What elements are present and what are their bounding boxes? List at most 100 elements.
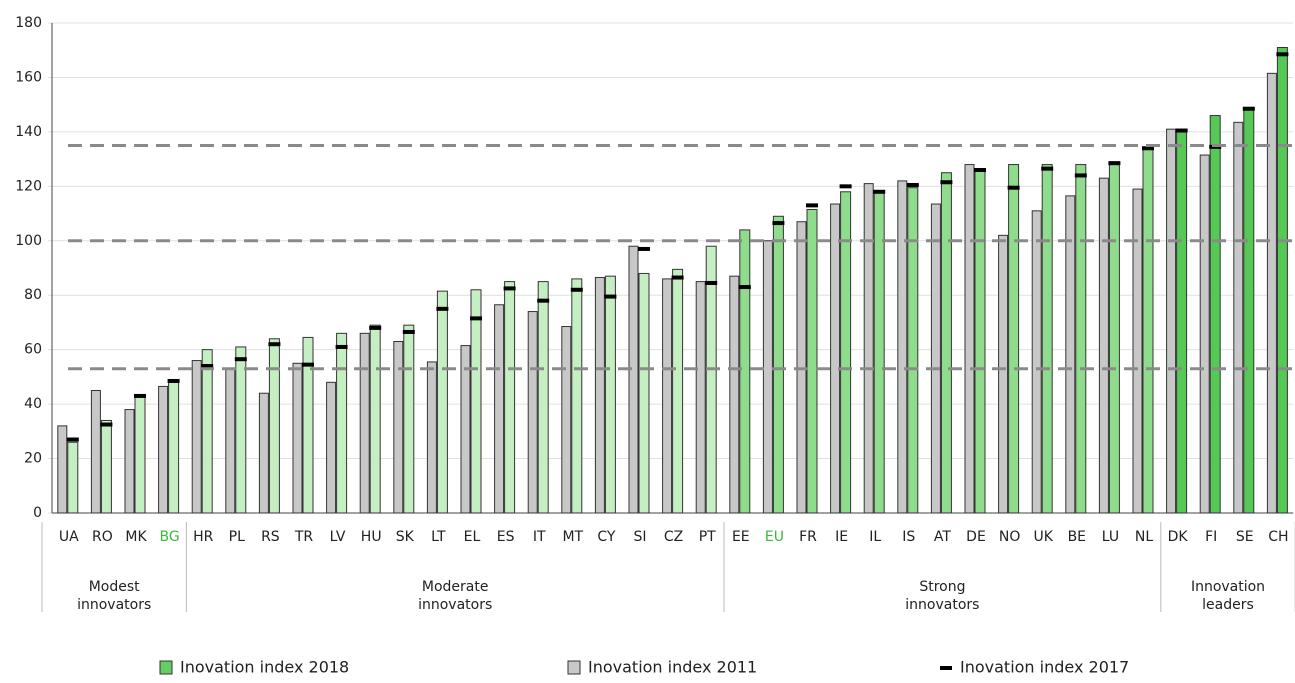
marker-2017 xyxy=(705,280,718,285)
bar-2018 xyxy=(436,290,448,514)
bar-2018 xyxy=(268,338,280,514)
y-tick-label: 40 xyxy=(24,396,42,412)
marker-2017 xyxy=(369,325,382,330)
legend-swatch xyxy=(567,660,581,675)
bar-2018 xyxy=(100,419,112,514)
group-label: Innovation leaders xyxy=(1190,579,1266,613)
marker-2017 xyxy=(201,364,214,368)
bar-2018 xyxy=(974,169,986,514)
bar-2011 xyxy=(1098,177,1109,514)
marker-2017 xyxy=(1041,166,1054,171)
x-tick-label: EL xyxy=(464,529,481,545)
y-tick-label: 100 xyxy=(15,233,42,249)
x-tick-label: UK xyxy=(1033,529,1053,545)
bar-2011 xyxy=(762,240,773,514)
x-tick-label: PL xyxy=(229,529,245,545)
marker-2017 xyxy=(302,362,314,367)
bar-2011 xyxy=(326,381,337,514)
bar-2011 xyxy=(863,183,874,514)
bar-2011 xyxy=(897,180,908,514)
group-label: Strong innovators xyxy=(905,579,980,613)
marker-2017 xyxy=(268,342,281,347)
group-label: Moderate innovators xyxy=(418,579,493,613)
y-tick-label: 140 xyxy=(15,124,42,140)
bar-2018 xyxy=(907,187,919,514)
bar-2011 xyxy=(225,368,236,514)
y-tick-label: 60 xyxy=(24,342,42,358)
x-tick-label: PT xyxy=(699,529,716,545)
marker-2017 xyxy=(1007,185,1020,190)
marker-2017 xyxy=(470,316,482,321)
marker-2017 xyxy=(1108,161,1121,166)
bar-2011 xyxy=(998,234,1009,514)
marker-2017 xyxy=(940,180,953,185)
x-tick-label: EU xyxy=(765,529,784,545)
marker-2017 xyxy=(1175,128,1188,133)
marker-2017 xyxy=(570,287,583,292)
legend-label: Inovation index 2011 xyxy=(588,658,757,677)
x-tick-label: NO xyxy=(999,529,1021,545)
bar-2018 xyxy=(1108,161,1120,514)
bar-2018 xyxy=(336,332,348,514)
bar-2011 xyxy=(258,392,269,514)
y-tick-label: 160 xyxy=(15,69,42,85)
bar-2018 xyxy=(235,346,247,514)
bar-2011 xyxy=(1266,72,1277,514)
bar-2011 xyxy=(695,281,706,514)
bar-2018 xyxy=(403,324,415,514)
bar-2018 xyxy=(604,275,616,514)
x-tick-label: RS xyxy=(261,529,280,545)
marker-2017 xyxy=(134,393,146,398)
x-tick-label: CY xyxy=(597,529,616,545)
bar-2011 xyxy=(527,311,538,514)
bar-2018 xyxy=(67,441,79,514)
y-tick-label: 80 xyxy=(24,287,42,303)
bar-2011 xyxy=(1065,195,1076,514)
marker-2017 xyxy=(772,221,785,226)
bar-2018 xyxy=(1276,47,1288,514)
x-tick-label: HU xyxy=(361,529,382,545)
marker-2017 xyxy=(167,378,180,383)
x-tick-label: HR xyxy=(193,529,214,545)
x-tick-label: NL xyxy=(1135,529,1153,545)
bar-2018 xyxy=(1209,115,1221,514)
x-tick-label: MT xyxy=(562,529,583,545)
bar-2011 xyxy=(426,361,437,514)
x-tick-label: UA xyxy=(59,529,79,545)
x-tick-label: DE xyxy=(966,529,986,545)
bar-2011 xyxy=(57,425,68,514)
marker-2017 xyxy=(806,203,818,208)
bar-2011 xyxy=(494,304,505,514)
x-tick-label: LU xyxy=(1102,529,1119,545)
x-tick-label: IL xyxy=(869,529,881,545)
marker-2017 xyxy=(1242,106,1255,111)
bar-2011 xyxy=(1166,128,1177,514)
x-tick-label: FR xyxy=(799,529,817,545)
bar-2011 xyxy=(964,164,975,514)
bar-2011 xyxy=(460,345,471,514)
bar-2018 xyxy=(168,379,180,514)
bar-2011 xyxy=(359,332,370,514)
x-tick-label: BG xyxy=(159,529,179,545)
x-tick-label: SE xyxy=(1236,529,1254,545)
bar-2018 xyxy=(1041,164,1053,514)
bar-2011 xyxy=(90,390,101,514)
marker-2017 xyxy=(436,306,449,311)
marker-2017 xyxy=(503,286,516,291)
x-tick-label: AT xyxy=(934,529,951,545)
bar-2018 xyxy=(940,172,952,514)
x-tick-label: IT xyxy=(533,529,546,545)
bar-2011 xyxy=(1031,210,1042,514)
marker-2017 xyxy=(738,285,751,290)
bar-2018 xyxy=(1176,130,1188,514)
bar-2018 xyxy=(1142,149,1154,514)
legend-label: Inovation index 2017 xyxy=(960,658,1129,677)
bar-2011 xyxy=(1199,154,1210,514)
marker-2017 xyxy=(974,168,986,172)
bar-2018 xyxy=(1075,164,1087,514)
x-tick-label: LT xyxy=(431,529,446,545)
bar-2011 xyxy=(292,362,303,514)
bar-2018 xyxy=(806,208,818,514)
x-tick-label: DK xyxy=(1168,529,1189,545)
legend-label: Inovation index 2018 xyxy=(180,658,349,677)
